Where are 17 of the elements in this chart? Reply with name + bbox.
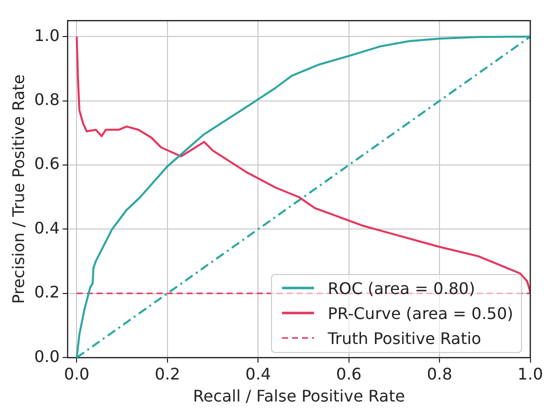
x-tick-label: 0.4 (245, 364, 271, 384)
legend-label: PR-Curve (area = 0.50) (328, 302, 514, 325)
x-tick-label: 0.6 (336, 364, 362, 384)
x-tick-label: 0.0 (64, 364, 90, 384)
x-axis-title: Recall / False Positive Rate (192, 386, 405, 406)
y-axis-title: Precision / True Positive Rate (8, 74, 28, 304)
x-tick-label: 1.0 (518, 364, 544, 384)
y-tick-label: 0.6 (34, 154, 60, 174)
y-tick-label: 1.0 (34, 26, 60, 45)
y-tick-label: 0.0 (34, 346, 60, 366)
legend-label: Truth Positive Ratio (328, 328, 482, 350)
y-tick-label: 0.2 (34, 282, 60, 302)
y-tick-label: 0.8 (34, 90, 60, 109)
x-tick-label: 0.2 (154, 364, 180, 384)
legend-label: ROC (area = 0.80) (328, 278, 476, 300)
x-tick-label: 0.8 (426, 364, 452, 384)
y-tick-label: 0.4 (34, 218, 60, 238)
